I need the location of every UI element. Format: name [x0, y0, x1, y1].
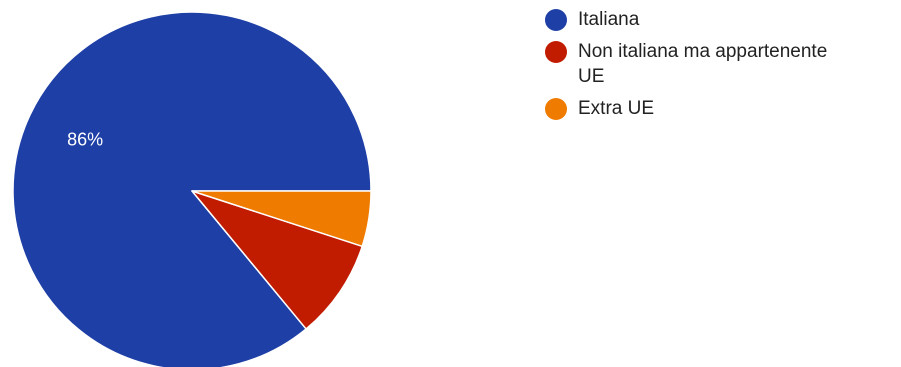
legend-item-italiana: Italiana: [545, 9, 640, 31]
pie-slice-italiana: [12, 11, 372, 367]
legend-label-extra-ue: Extra UE: [578, 98, 654, 119]
legend-item-extra-ue: Extra UE: [545, 98, 654, 120]
legend-swatch-non-italiana-ma-appartenente-ue: [545, 41, 567, 63]
legend-swatch-italiana: [545, 9, 567, 31]
legend-label-non-italiana-ma-appartenente-ue: Non italiana ma appartenente: [578, 41, 827, 62]
pie-slices: [12, 11, 372, 367]
legend-label-italiana: Italiana: [578, 9, 640, 30]
pie-slice-labels: 86%: [67, 129, 103, 149]
legend-swatch-extra-ue: [545, 98, 567, 120]
slice-label-italiana: 86%: [67, 129, 103, 149]
pie-slice-non-italiana-ma-appartenente-ue: [191, 190, 363, 330]
legend-item-non-italiana-ma-appartenente-ue: Non italiana ma appartenente UE: [545, 41, 827, 87]
legend: Italiana Non italiana ma appartenente UE Ex…: [545, 9, 827, 120]
pie-slice-extra-ue: [191, 190, 372, 248]
legend-label-non-italiana-ma-appartenente-ue-line-2: UE: [578, 66, 604, 87]
